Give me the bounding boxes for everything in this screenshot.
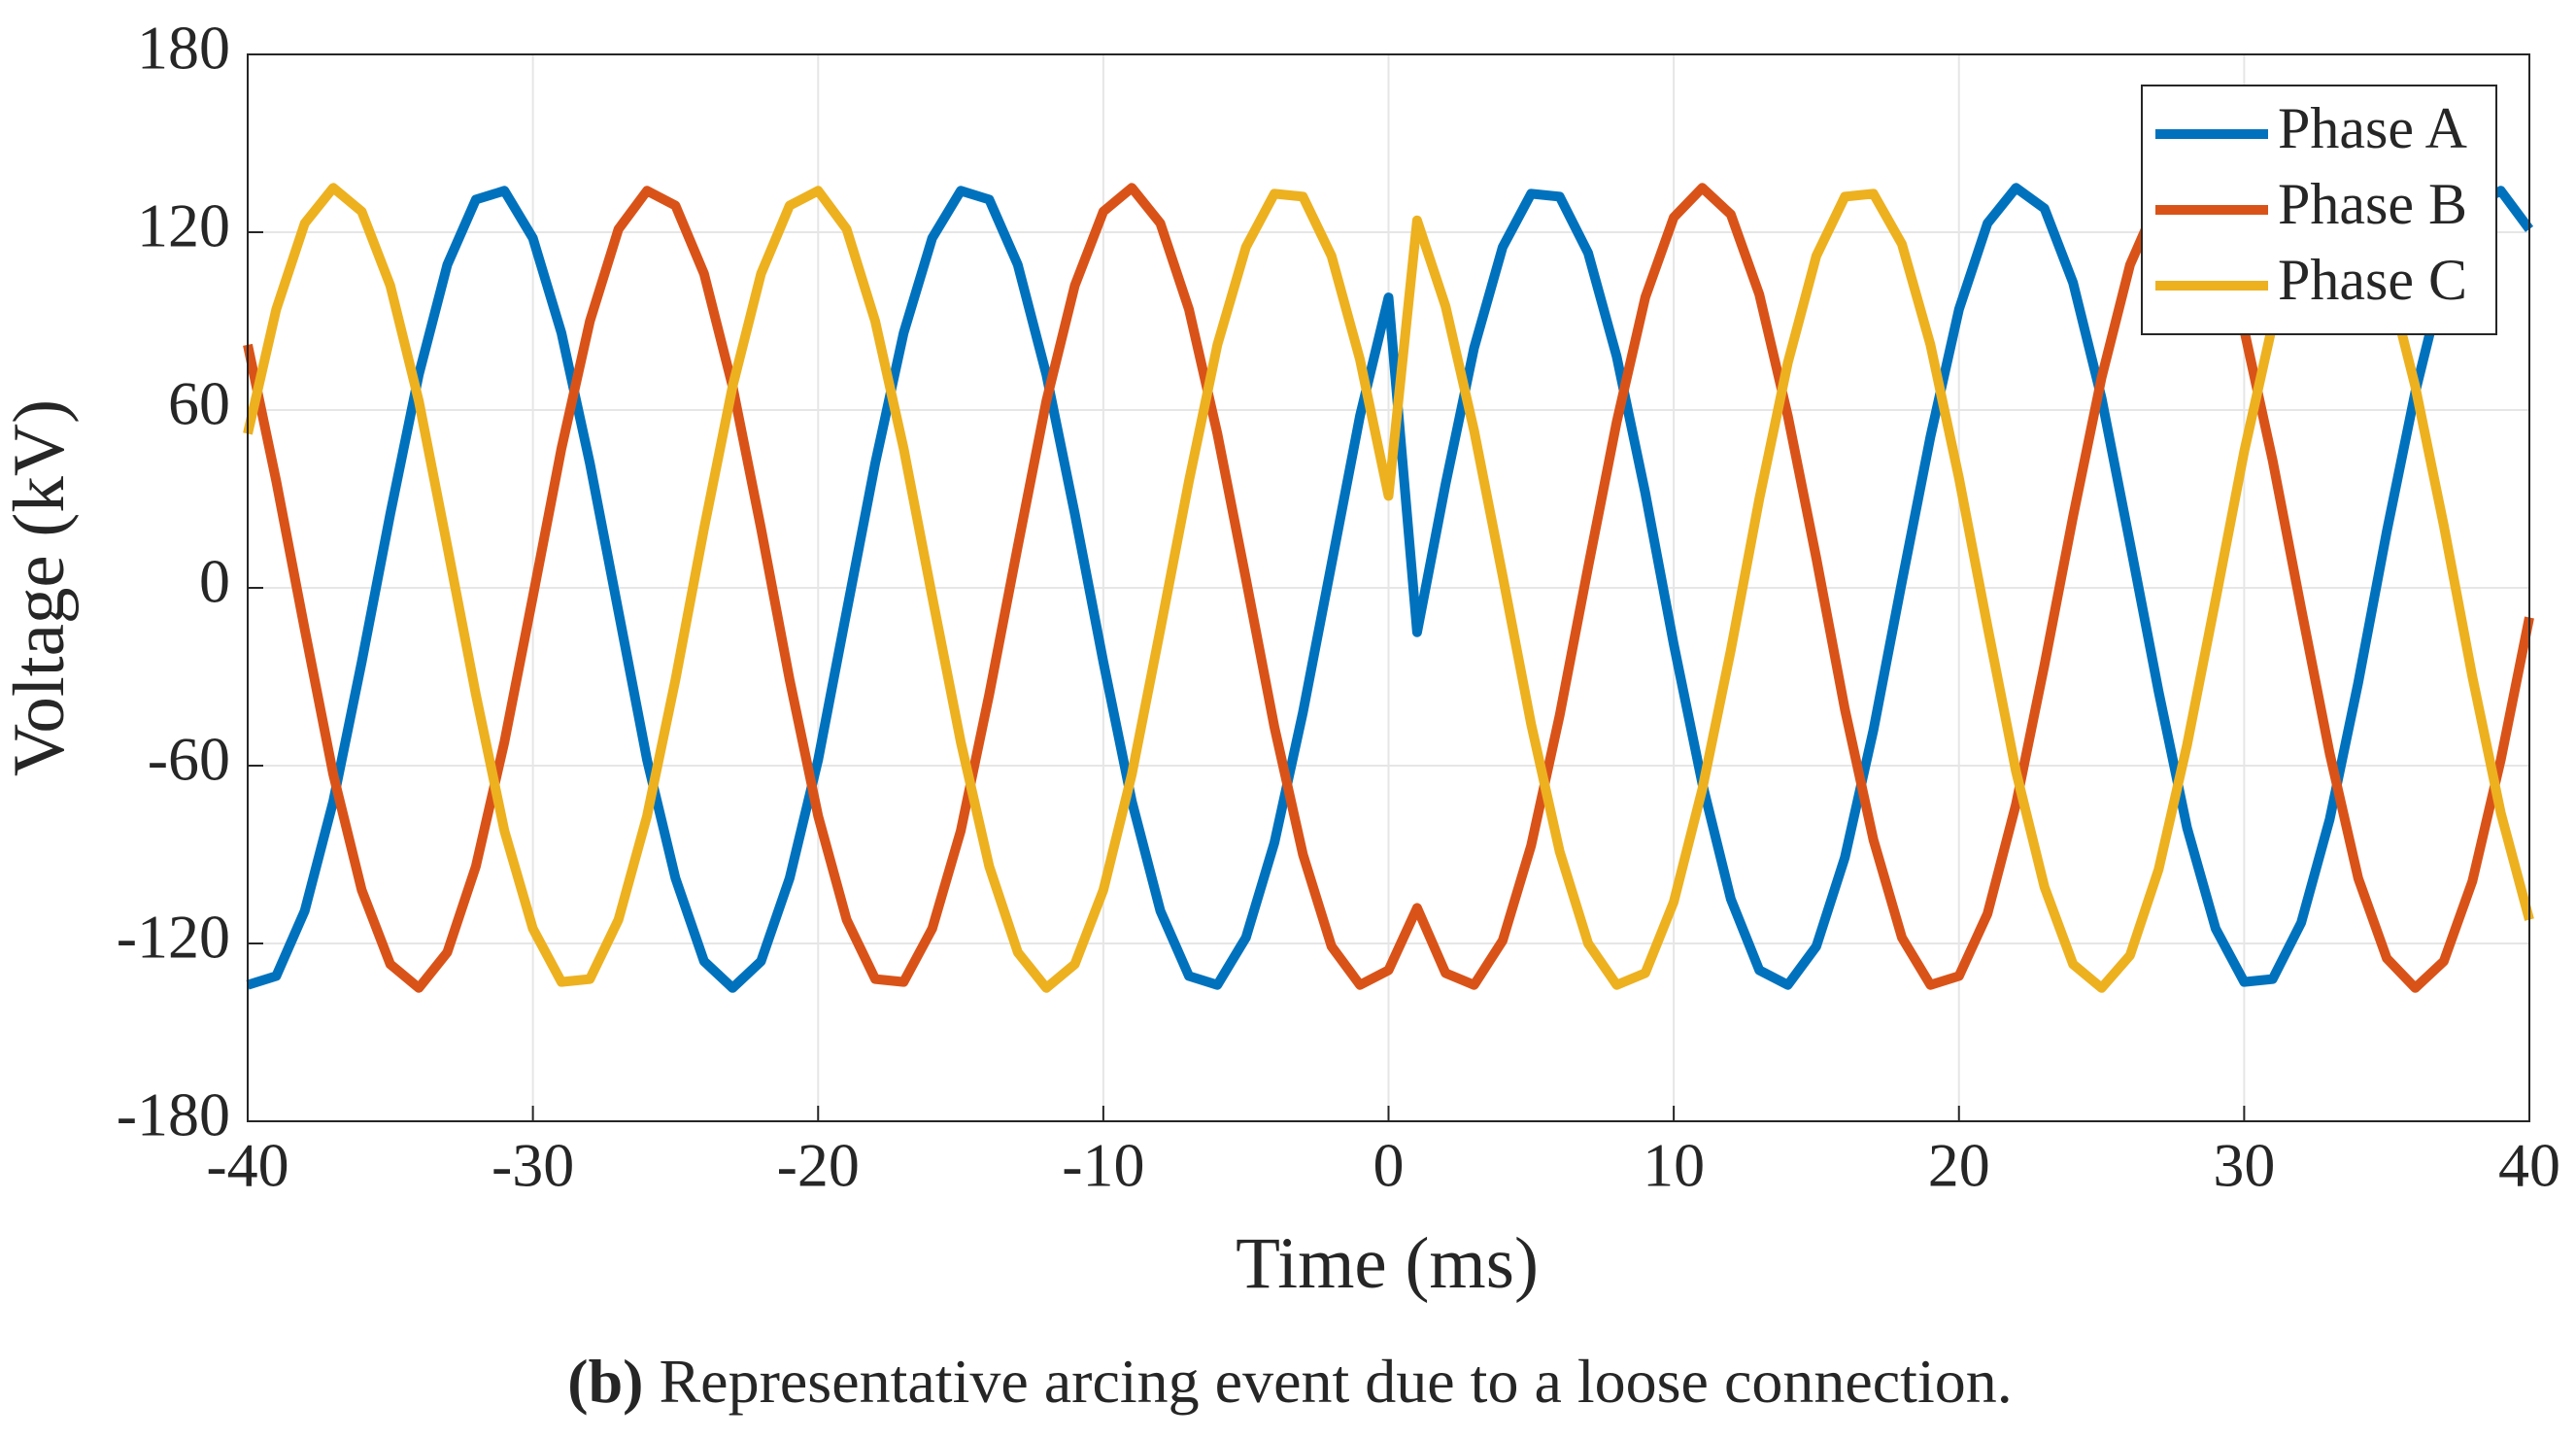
legend-label: Phase B xyxy=(2278,172,2467,236)
x-tick-label: 0 xyxy=(1373,1131,1405,1200)
legend-label: Phase A xyxy=(2278,96,2467,160)
x-tick-label: -20 xyxy=(777,1131,860,1200)
x-tick-label: 20 xyxy=(1928,1131,1990,1200)
x-tick-label: 30 xyxy=(2213,1131,2275,1200)
caption: (b) Representative arcing event due to a… xyxy=(567,1347,2012,1416)
legend-label: Phase C xyxy=(2278,248,2467,312)
y-tick-label: -60 xyxy=(148,725,230,794)
axes-box xyxy=(247,53,2530,1122)
y-tick-label: 0 xyxy=(199,547,230,616)
x-tick-label: -30 xyxy=(491,1131,574,1200)
series-line xyxy=(246,183,2534,993)
x-axis-label: Time (ms) xyxy=(1236,1223,1539,1304)
caption-text: Representative arcing event due to a loo… xyxy=(659,1347,2012,1416)
y-axis-label: Voltage (kV) xyxy=(0,399,80,776)
legend: Phase A Phase B Phase C xyxy=(2141,85,2497,335)
x-tick-label: 10 xyxy=(1643,1131,1705,1200)
y-tick-label: -120 xyxy=(117,903,230,972)
y-tick-label: 60 xyxy=(168,369,230,438)
x-tick-label: 40 xyxy=(2498,1131,2560,1200)
caption-label: (b) xyxy=(567,1347,643,1416)
y-tick-label: 120 xyxy=(137,191,230,260)
y-tick-label: -180 xyxy=(117,1080,230,1149)
x-tick-label: -10 xyxy=(1062,1131,1144,1200)
series-line xyxy=(243,183,2534,993)
y-tick-label: 180 xyxy=(137,14,230,83)
x-tick-label: -40 xyxy=(206,1131,288,1200)
